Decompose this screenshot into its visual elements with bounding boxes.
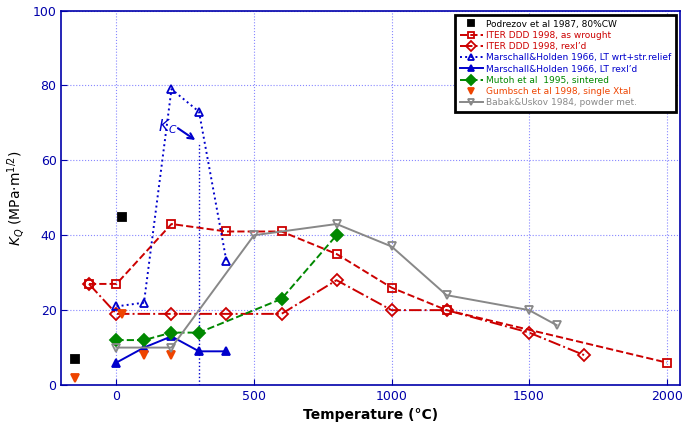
X-axis label: Temperature (°C): Temperature (°C): [304, 408, 438, 422]
Text: $K_C$: $K_C$: [158, 117, 177, 136]
Legend: Podrezov et al 1987, 80%CW, ITER DDD 1998, as wrought, ITER DDD 1998, rexl’d, Ma: Podrezov et al 1987, 80%CW, ITER DDD 199…: [455, 15, 676, 112]
Y-axis label: $K_Q$ (MPa·m$^{1/2}$): $K_Q$ (MPa·m$^{1/2}$): [6, 150, 27, 246]
